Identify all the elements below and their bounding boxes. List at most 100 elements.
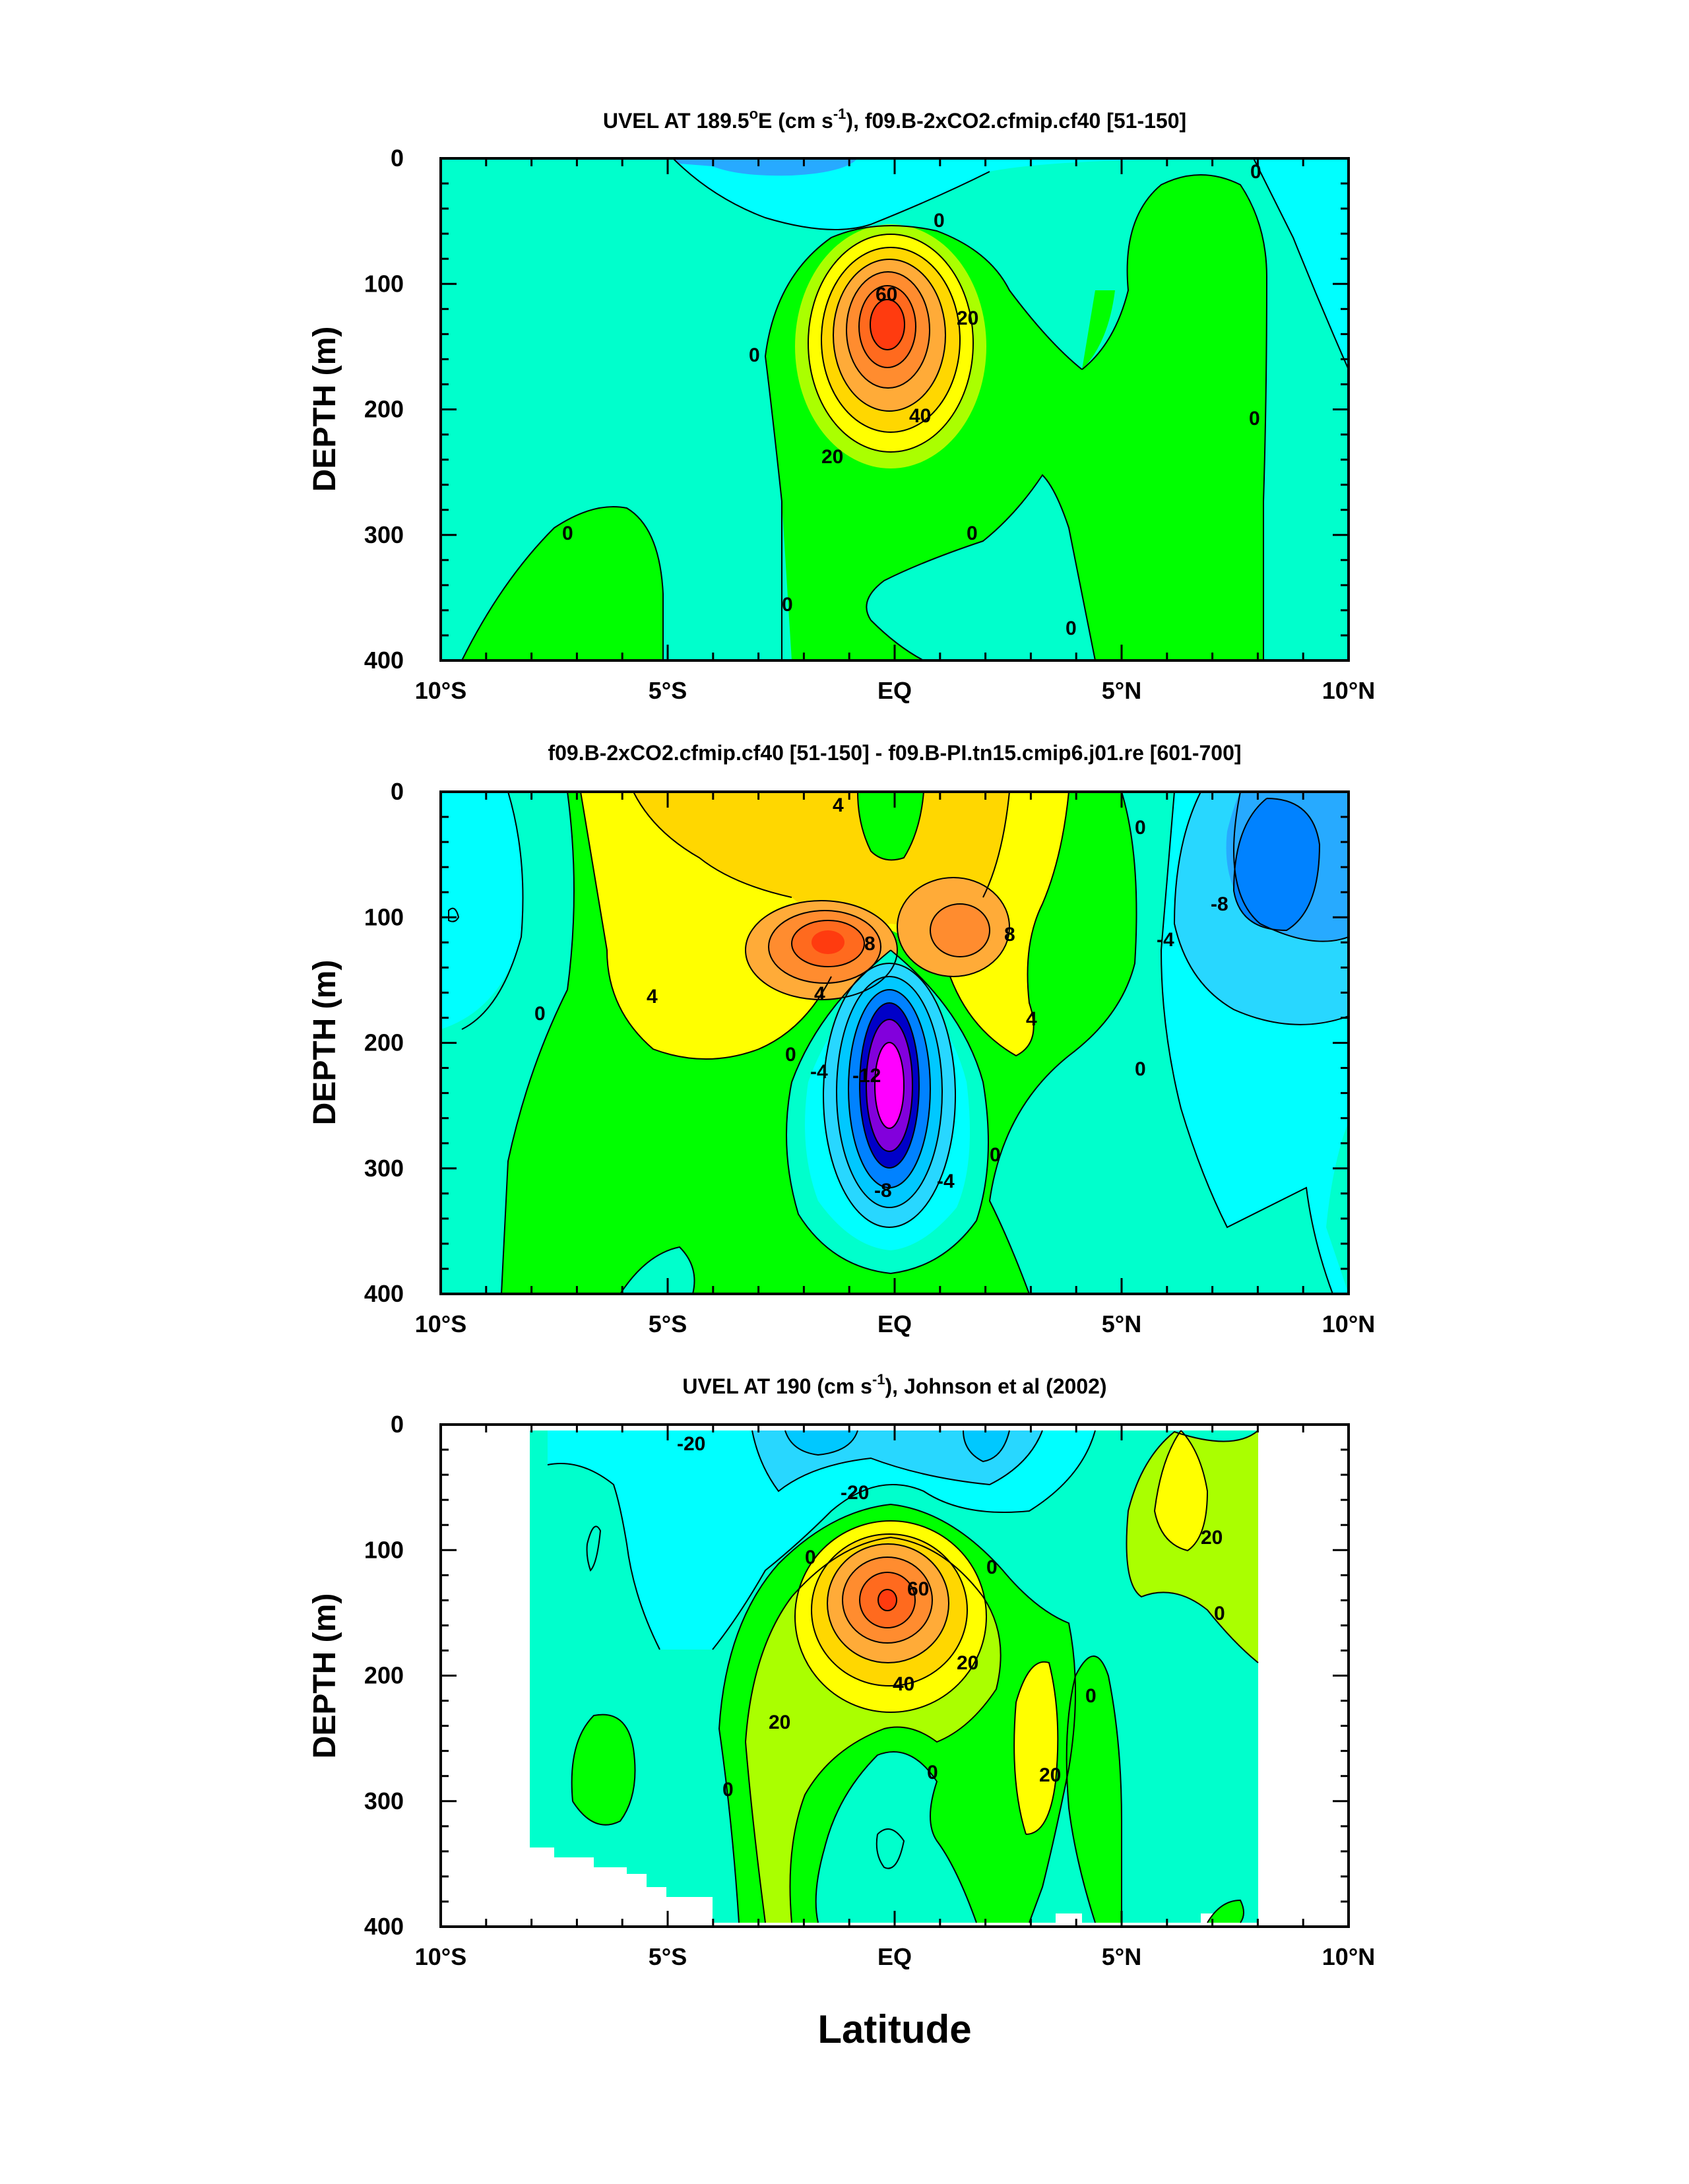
contour-label: 0 (1214, 1603, 1225, 1624)
contour-label: -8 (1211, 893, 1228, 915)
contour-label: 0 (967, 523, 978, 544)
y-tick-label: 200 (364, 1029, 404, 1056)
contour-region-pos-west (462, 507, 663, 660)
panel-1: UVEL AT 189.5oE (cm s-1), f09.B-2xCO2.cf… (307, 106, 1375, 704)
contour-region-gap-green-top (858, 792, 924, 860)
x-tick-label: 5°S (649, 677, 687, 704)
y-tick-label: 100 (364, 1536, 404, 1563)
x-tick-label: 10°N (1322, 1310, 1375, 1337)
y-tick-label: 400 (364, 1913, 404, 1940)
contour-label: 0 (986, 1557, 998, 1578)
contour-label: 4 (833, 794, 844, 816)
obs-jet-70 (878, 1590, 897, 1611)
contour-label: -4 (937, 1171, 955, 1192)
contour-label: 0 (785, 1044, 796, 1066)
x-tick-label: EQ (877, 1943, 912, 1970)
panel-3-contour-labels: -20 -20 0 60 0 20 40 20 0 20 0 0 20 0 (677, 1433, 1225, 1801)
contour-label: -20 (841, 1482, 869, 1504)
x-tick-label: 10°N (1322, 677, 1375, 704)
contour-label: 8 (864, 933, 876, 955)
y-tick-label: 100 (364, 903, 404, 930)
x-tick-label: 5°N (1102, 677, 1141, 704)
contour-label: 20 (769, 1712, 790, 1733)
panel-2-contour-labels: 4 4 8 4 8 4 0 0 -4 -12 -8 -4 0 0 -4 -8 0 (534, 794, 1228, 1202)
x-tick-label: 10°N (1322, 1943, 1375, 1970)
obs-pos-ne-b (1155, 1430, 1207, 1551)
contour-label: 0 (1085, 1685, 1097, 1707)
bottom-cyan (620, 1247, 695, 1294)
contour-region-nudge-ne (1082, 290, 1115, 369)
contour-label: 0 (782, 594, 793, 616)
contour-label: 0 (805, 1547, 816, 1568)
contour-label: 0 (562, 523, 573, 544)
panel-3-field: -20 -20 0 60 0 20 40 20 0 20 0 0 20 0 (530, 1430, 1259, 1923)
y-tick-label: 400 (364, 647, 404, 674)
contour-label: 0 (934, 210, 945, 232)
y-tick-label: 200 (364, 396, 404, 423)
panel-1-ylabel: DEPTH (m) (307, 327, 342, 492)
x-axis-title: Latitude (817, 2007, 971, 2051)
obs-pos-east-b (1014, 1661, 1058, 1834)
y-tick-label: 0 (391, 145, 404, 172)
contour-label: 20 (1201, 1527, 1223, 1549)
contour-label: -4 (1157, 929, 1174, 951)
contour-label: 8 (1004, 924, 1015, 946)
contour-label: 20 (957, 307, 978, 329)
y-tick-label: 300 (364, 521, 404, 548)
contour-label: 60 (907, 1578, 929, 1600)
contour-label: -12 (852, 1065, 881, 1087)
panel-2: f09.B-2xCO2.cfmip.cf40 [51-150] - f09.B-… (307, 741, 1375, 1337)
panel-3-ylabel: DEPTH (m) (307, 1593, 342, 1759)
contour-label: 40 (893, 1673, 914, 1695)
obs-pos-nw (571, 1714, 635, 1825)
contour-label: 4 (647, 986, 658, 1008)
obs-neg-band-3 (785, 1430, 858, 1455)
contour-region-east-neg12 (1234, 798, 1320, 930)
jet-level-70 (870, 300, 905, 350)
contour-label: 0 (722, 1779, 734, 1801)
contour-label: 0 (927, 1762, 938, 1783)
contour-label: 20 (1039, 1764, 1061, 1786)
contour-label: 0 (1250, 161, 1261, 183)
x-tick-label: 5°N (1102, 1943, 1141, 1970)
contour-region-west-0 (441, 792, 574, 1294)
contour-label: -20 (677, 1433, 705, 1455)
x-tick-label: 5°S (649, 1943, 687, 1970)
contour-label: 4 (814, 983, 825, 1005)
panel-3-title: UVEL AT 190 (cm s-1), Johnson et al (200… (682, 1371, 1106, 1398)
y-tick-label: 400 (364, 1280, 404, 1307)
undercurrent-core (875, 1043, 904, 1128)
contour-label: 0 (1066, 618, 1077, 639)
contour-label: -4 (810, 1061, 828, 1083)
y-tick-label: 300 (364, 1787, 404, 1815)
x-tick-label: 10°S (415, 1310, 466, 1337)
dipole-left-70 (812, 930, 844, 954)
obs-pos-east (1066, 1656, 1122, 1923)
contour-region-surface-blue (594, 158, 858, 176)
contour-label: 0 (1135, 1058, 1146, 1080)
panel-1-title: UVEL AT 189.5oE (cm s-1), f09.B-2xCO2.cf… (603, 106, 1186, 133)
contour-label: 20 (821, 446, 843, 468)
contour-label: 0 (1135, 817, 1146, 839)
x-tick-label: 10°S (415, 677, 466, 704)
panel-2-ylabel: DEPTH (m) (307, 960, 342, 1126)
x-tick-label: EQ (877, 1310, 912, 1337)
y-tick-label: 0 (391, 778, 404, 805)
panel-2-field: 4 4 8 4 8 4 0 0 -4 -12 -8 -4 0 0 -4 -8 0 (441, 792, 1349, 1294)
y-tick-label: 100 (364, 270, 404, 297)
contour-label: 40 (909, 405, 931, 427)
contour-label: 60 (876, 284, 897, 305)
obs-neg-band (548, 1430, 1095, 1650)
y-tick-label: 300 (364, 1155, 404, 1182)
y-tick-label: 0 (391, 1411, 404, 1438)
contour-label: 20 (957, 1652, 978, 1674)
panel-2-title: f09.B-2xCO2.cfmip.cf40 [51-150] - f09.B-… (548, 741, 1241, 765)
contour-label: 0 (749, 344, 760, 366)
panel-1-contour-labels: 0 0 0 0 0 0 0 0 60 20 40 20 (562, 161, 1261, 639)
obs-pos-nw-b (1207, 1900, 1244, 1923)
panel-1-field: 0 0 0 0 0 0 0 0 60 20 40 20 (441, 158, 1349, 660)
x-tick-label: 5°S (649, 1310, 687, 1337)
x-tick-label: 5°N (1102, 1310, 1141, 1337)
x-tick-label: 10°S (415, 1943, 466, 1970)
